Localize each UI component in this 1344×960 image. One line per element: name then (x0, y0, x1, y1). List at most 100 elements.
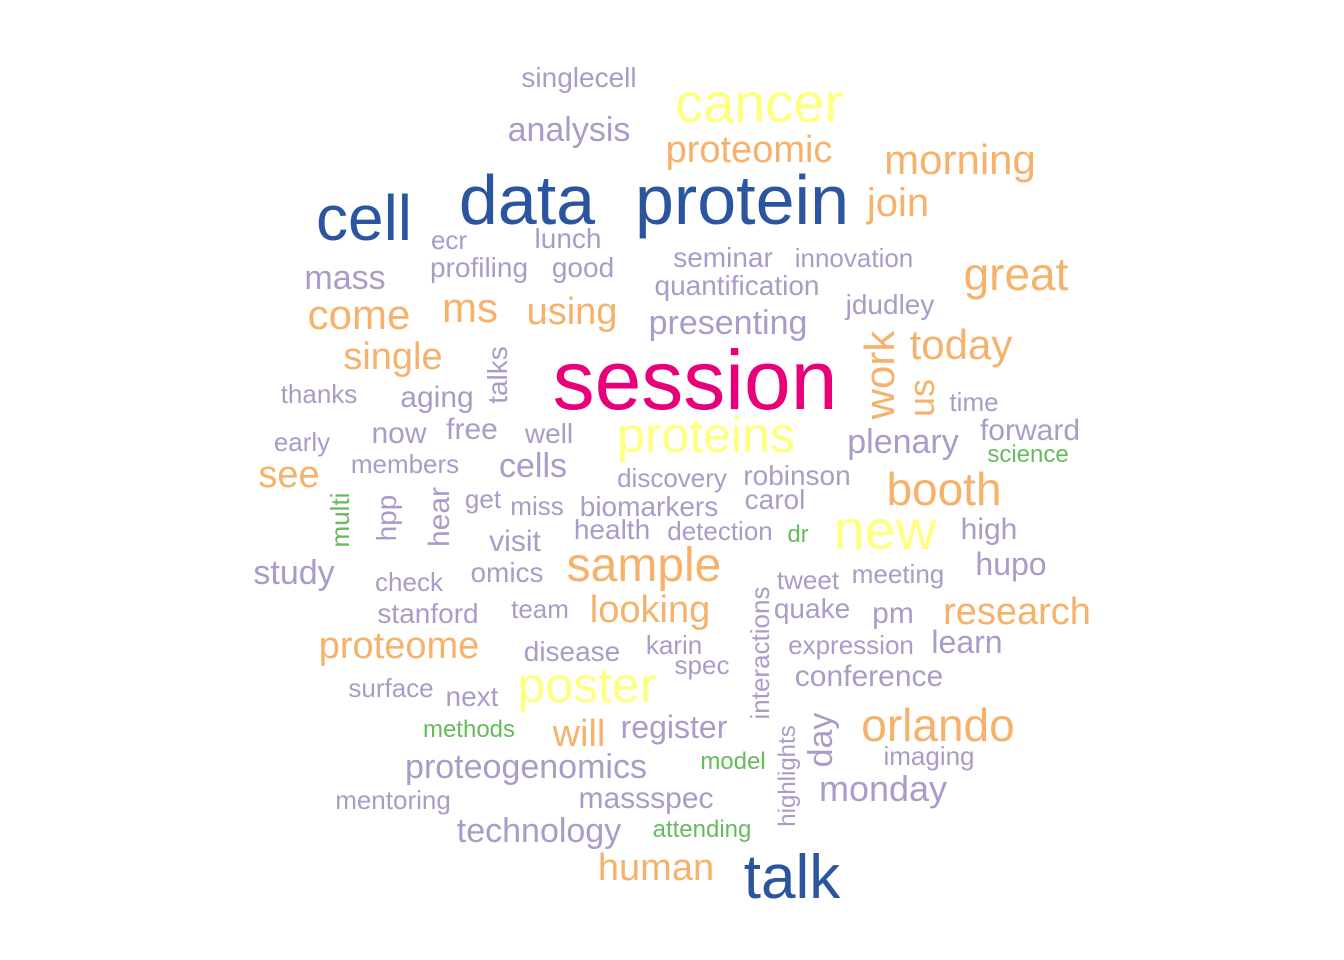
word-cells: cells (498, 447, 568, 485)
word-proteomic: proteomic (665, 129, 833, 171)
word-singlecell: singlecell (521, 62, 637, 93)
word-cancer: cancer (674, 71, 844, 134)
word-great: great (963, 248, 1069, 300)
word-cell: cell (315, 182, 413, 254)
word-proteome: proteome (318, 625, 480, 667)
word-data: data (458, 161, 596, 239)
word-mentoring: mentoring (335, 785, 451, 815)
word-ms: ms (442, 284, 498, 331)
word-dr: dr (787, 521, 809, 548)
word-stanford: stanford (377, 598, 479, 629)
word-hupo: hupo (975, 546, 1047, 582)
word-karin: karin (645, 630, 703, 660)
word-pm: pm (872, 597, 914, 630)
word-team: team (511, 594, 569, 624)
word-protein: protein (634, 161, 850, 239)
word-next: next (445, 681, 499, 712)
word-research: research (943, 591, 1091, 633)
word-expression: expression (788, 630, 914, 660)
word-us: us (901, 378, 942, 418)
word-jdudley: jdudley (845, 289, 935, 320)
word-time: time (949, 387, 999, 417)
word-methods: methods (422, 716, 516, 743)
word-discovery: discovery (617, 463, 727, 493)
word-health: health (573, 514, 651, 545)
word-come: come (307, 291, 411, 338)
word-study: study (253, 554, 335, 592)
word-members: members (350, 449, 460, 479)
word-interactions: interactions (745, 586, 775, 720)
word-massspec: massspec (578, 782, 714, 815)
word-proteogenomics: proteogenomics (405, 748, 647, 786)
word-conference: conference (794, 660, 944, 693)
word-forward: forward (979, 414, 1081, 447)
word-technology: technology (456, 812, 622, 850)
word-surface: surface (348, 673, 434, 703)
word-attending: attending (652, 816, 752, 843)
word-miss: miss (510, 491, 564, 521)
word-hear: hear (423, 486, 456, 548)
word-new: new (833, 498, 937, 561)
word-day: day (802, 712, 840, 768)
word-seminar: seminar (673, 242, 773, 273)
word-get: get (464, 484, 502, 514)
word-highlights: highlights (774, 725, 801, 827)
word-single: single (343, 336, 443, 378)
word-high: high (960, 513, 1018, 546)
word-biomarkers: biomarkers (579, 491, 719, 522)
word-hpp: hpp (371, 494, 402, 542)
word-sample: sample (566, 539, 722, 592)
word-orlando: orlando (861, 699, 1015, 751)
word-good: good (551, 252, 615, 283)
word-innovation: innovation (794, 243, 914, 273)
word-booth: booth (886, 463, 1002, 515)
word-lunch: lunch (534, 223, 602, 254)
word-detection: detection (667, 516, 773, 546)
word-check: check (375, 567, 443, 597)
word-science: science (987, 441, 1069, 468)
word-see: see (258, 454, 320, 496)
word-learn: learn (931, 624, 1003, 660)
word-imaging: imaging (883, 741, 975, 771)
word-spec: spec (674, 650, 730, 680)
word-quake: quake (773, 593, 851, 624)
word-will: will (552, 713, 606, 755)
word-model: model (700, 748, 766, 775)
word-early: early (273, 427, 331, 457)
word-well: well (524, 418, 574, 449)
word-tweet: tweet (776, 565, 840, 595)
word-thanks: thanks (280, 379, 358, 409)
word-session: session (552, 333, 838, 427)
word-talks: talks (482, 346, 513, 404)
word-morning: morning (884, 136, 1036, 183)
word-work: work (856, 330, 903, 420)
word-talk: talk (743, 843, 841, 912)
word-today: today (909, 321, 1013, 368)
word-poster: poster (517, 657, 657, 713)
word-disease: disease (523, 636, 621, 667)
word-join: join (866, 181, 930, 225)
word-multi: multi (325, 492, 355, 548)
word-analysis: analysis (507, 111, 631, 149)
word-now: now (371, 417, 427, 450)
word-human: human (597, 847, 715, 889)
word-profiling: profiling (429, 252, 529, 283)
word-looking: looking (589, 589, 711, 631)
word-plenary: plenary (847, 423, 959, 461)
word-carol: carol (744, 484, 806, 515)
word-visit: visit (489, 525, 541, 558)
word-meeting: meeting (851, 559, 945, 589)
word-using: using (526, 291, 618, 333)
word-ecr: ecr (430, 225, 468, 255)
word-register: register (620, 709, 728, 745)
word-free: free (446, 413, 498, 446)
word-mass: mass (304, 259, 386, 297)
word-monday: monday (818, 768, 948, 809)
word-robinson: robinson (743, 460, 851, 491)
word-proteins: proteins (617, 407, 795, 463)
word-aging: aging (400, 381, 474, 414)
word-presenting: presenting (648, 304, 808, 342)
word-omics: omics (470, 557, 544, 588)
word-quantification: quantification (654, 270, 820, 301)
